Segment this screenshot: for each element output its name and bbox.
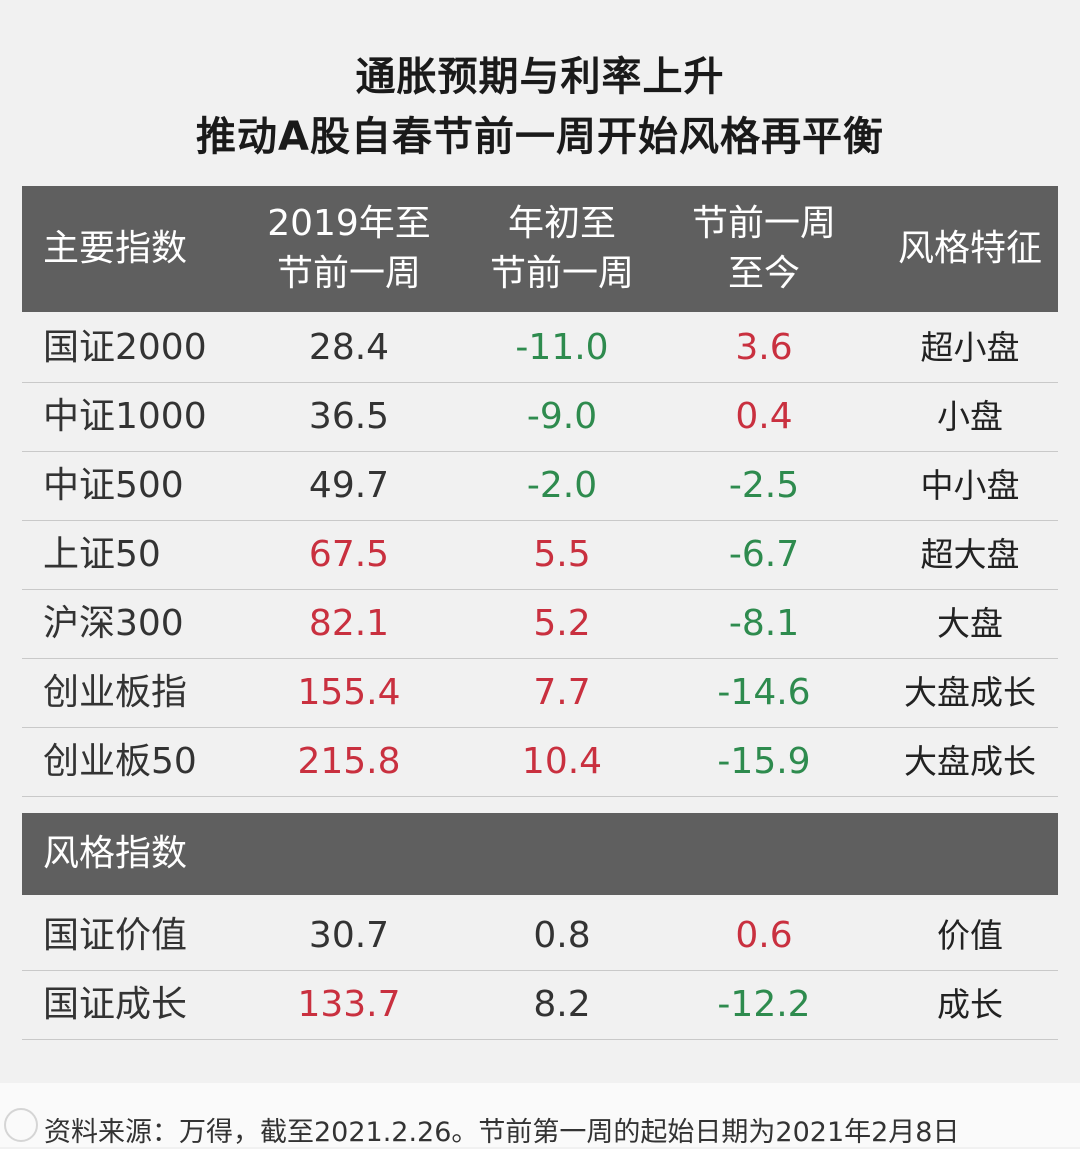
- style-row: 国证成长 133.7 8.2 -12.2 成长: [22, 970, 1058, 1040]
- value-col-1: 30.7: [308, 915, 390, 956]
- style-tag: 大盘: [937, 604, 1003, 643]
- index-name: 中证500: [43, 465, 184, 506]
- chart-title-line-1: 通胀预期与利率上升: [355, 54, 725, 100]
- value-col-1: 155.4: [297, 672, 401, 713]
- index-name: 国证价值: [43, 915, 188, 956]
- column-header-4-line-0: 风格特征: [897, 228, 1042, 269]
- value-col-3: -2.5: [728, 465, 800, 506]
- column-header-2-line-1: 节前一周: [489, 253, 634, 294]
- value-col-3: 0.4: [735, 396, 793, 437]
- value-col-2: 8.2: [533, 984, 591, 1025]
- main-row: 中证500 49.7 -2.0 -2.5 中小盘: [22, 451, 1058, 521]
- column-header-1-line-1: 节前一周: [276, 253, 421, 294]
- value-col-2: 5.2: [533, 603, 591, 644]
- value-col-3: -12.2: [717, 984, 811, 1025]
- value-col-3: -6.7: [728, 534, 800, 575]
- index-name: 沪深300: [43, 603, 184, 644]
- watermark-logo: [4, 1108, 38, 1142]
- value-col-1: 36.5: [308, 396, 390, 437]
- table-header: 主要指数 2019年至 节前一周 年初至 节前一周 节前一周 至今 风格特征: [22, 186, 1058, 312]
- column-header-0-line-0: 主要指数: [43, 228, 188, 269]
- column-header-2: 年初至 节前一周: [462, 186, 662, 312]
- value-col-1: 67.5: [308, 534, 390, 575]
- footer-band: [0, 1083, 1080, 1147]
- chart-title-line-2: 推动A股自春节前一周开始风格再平衡: [196, 114, 884, 160]
- main-row: 国证2000 28.4 -11.0 3.6 超小盘: [22, 313, 1058, 383]
- value-col-3: -8.1: [728, 603, 800, 644]
- value-col-2: 10.4: [521, 741, 603, 782]
- style-row: 国证价值 30.7 0.8 0.6 价值: [22, 901, 1058, 971]
- style-tag: 大盘成长: [904, 673, 1036, 712]
- index-name: 创业板50: [43, 741, 197, 782]
- column-header-1-line-0: 2019年至: [267, 203, 431, 244]
- source-note: 资料来源：万得，截至2021.2.26。节前第一周的起始日期为2021年2月8日: [44, 1117, 960, 1148]
- index-name: 中证1000: [43, 396, 207, 437]
- value-col-1: 215.8: [297, 741, 401, 782]
- style-tag: 中小盘: [920, 466, 1020, 505]
- value-col-2: -11.0: [515, 327, 609, 368]
- value-col-3: -15.9: [717, 741, 811, 782]
- main-row: 中证1000 36.5 -9.0 0.4 小盘: [22, 382, 1058, 452]
- style-tag: 超大盘: [920, 535, 1020, 574]
- style-tag: 大盘成长: [904, 742, 1036, 781]
- index-name: 国证成长: [43, 984, 188, 1025]
- value-col-1: 82.1: [308, 603, 390, 644]
- value-col-2: 7.7: [533, 672, 591, 713]
- style-section-header: 风格指数: [22, 813, 1058, 895]
- column-header-3-line-1: 至今: [727, 253, 800, 294]
- style-tag: 超小盘: [920, 328, 1020, 367]
- style-tag: 小盘: [937, 397, 1003, 436]
- value-col-3: 3.6: [735, 327, 793, 368]
- column-header-2-line-0: 年初至: [507, 203, 616, 244]
- style-tag: 价值: [937, 916, 1003, 955]
- value-col-1: 49.7: [308, 465, 390, 506]
- value-col-3: -14.6: [717, 672, 811, 713]
- style-section-label: 风格指数: [43, 833, 188, 874]
- index-name: 上证50: [43, 534, 161, 575]
- index-name: 国证2000: [43, 327, 207, 368]
- main-row: 创业板50 215.8 10.4 -15.9 大盘成长: [22, 727, 1058, 797]
- column-header-3: 节前一周 至今: [664, 186, 864, 312]
- column-header-0: 主要指数: [43, 186, 187, 312]
- column-header-1: 2019年至 节前一周: [249, 186, 449, 312]
- index-name: 创业板指: [43, 672, 188, 713]
- value-col-2: -2.0: [526, 465, 598, 506]
- column-header-3-line-0: 节前一周: [691, 203, 836, 244]
- value-col-2: 0.8: [533, 915, 591, 956]
- value-col-1: 133.7: [297, 984, 401, 1025]
- style-tag: 成长: [937, 985, 1003, 1024]
- value-col-3: 0.6: [735, 915, 793, 956]
- main-row: 创业板指 155.4 7.7 -14.6 大盘成长: [22, 658, 1058, 728]
- value-col-2: -9.0: [526, 396, 598, 437]
- column-header-4: 风格特征: [870, 186, 1070, 312]
- main-row: 沪深300 82.1 5.2 -8.1 大盘: [22, 589, 1058, 659]
- value-col-2: 5.5: [533, 534, 591, 575]
- value-col-1: 28.4: [308, 327, 390, 368]
- main-row: 上证50 67.5 5.5 -6.7 超大盘: [22, 520, 1058, 590]
